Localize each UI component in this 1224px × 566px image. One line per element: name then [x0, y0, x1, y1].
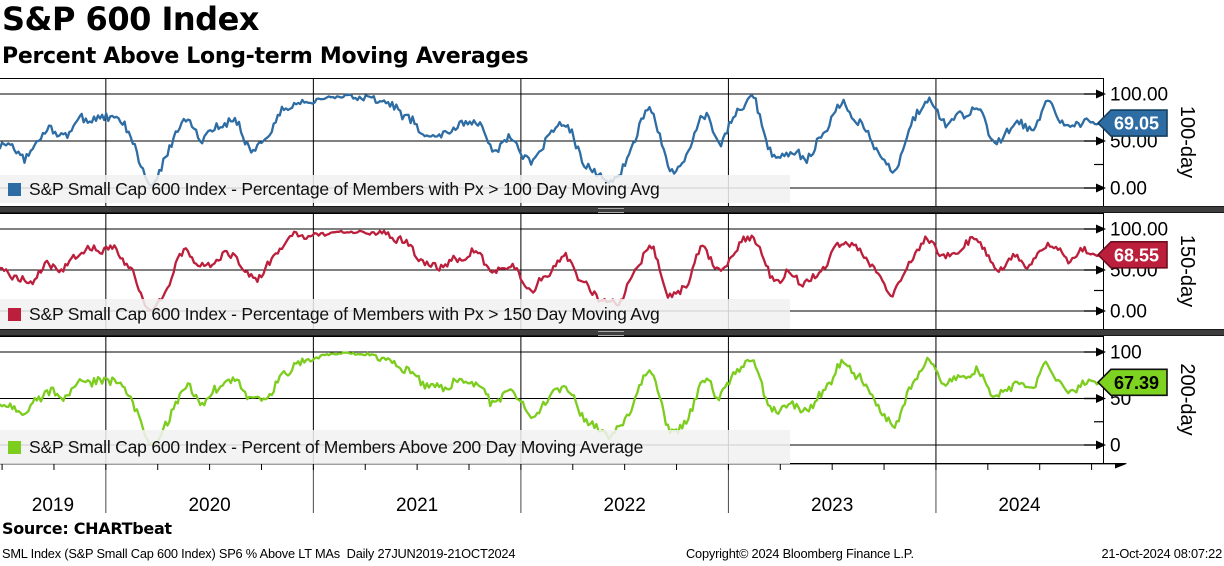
source-label: Source: CHARTbeat [2, 519, 172, 538]
footer-copyright: Copyright© 2024 Bloomberg Finance L.P. [686, 546, 914, 561]
panel-axis-title-100-day: 100-day [1176, 106, 1198, 178]
legend-100-day[interactable]: S&P Small Cap 600 Index - Percentage of … [0, 175, 790, 203]
axis-tick-arrow [1096, 394, 1106, 403]
axis-tick-label: 100 [1110, 343, 1142, 364]
splitter-grip [598, 208, 624, 213]
legend-label: S&P Small Cap 600 Index - Percentage of … [29, 178, 660, 199]
year-label: 2020 [188, 495, 230, 516]
series-line-150-day [0, 229, 1105, 312]
footer-security-info: SML Index (S&P Small Cap 600 Index) SP6 … [2, 546, 516, 561]
axis-tick-label: 0 [1110, 436, 1121, 457]
legend-label: S&P Small Cap 600 Index - Percent of Mem… [29, 436, 644, 457]
legend-200-day[interactable]: S&P Small Cap 600 Index - Percent of Mem… [0, 430, 790, 464]
year-label: 2019 [32, 495, 74, 516]
axis-tick-arrow [1096, 136, 1106, 146]
footer-timestamp: 21-Oct-2024 08:07:22 [1101, 546, 1222, 561]
year-label: 2022 [604, 495, 646, 516]
axis-tick-arrow [1096, 347, 1106, 357]
panel-150-day: 100.00 50.00 0.00 68.55 150-day S&P Small Cap… [0, 213, 1224, 329]
axis-tick-arrow [1096, 440, 1106, 450]
series-line-200-day [0, 351, 1105, 446]
time-axis-plot: 2019 2020 2021 2022 2023 2024 [0, 458, 1127, 516]
page-subtitle: Percent Above Long-term Moving Averages [2, 44, 529, 69]
axis-tick-label: 0.00 [1110, 179, 1147, 200]
axis-tick-arrow [1096, 183, 1106, 193]
last-value-tag-150-day [1096, 240, 1168, 269]
footer: SML Index (S&P Small Cap 600 Index) SP6 … [0, 546, 1224, 564]
panel-splitter-2[interactable] [0, 329, 1224, 336]
last-value-label: 69.05 [1114, 114, 1159, 134]
axis-tick-label: 100.00 [1110, 220, 1168, 241]
year-label: 2023 [811, 495, 853, 516]
axis-tick-label: 0.00 [1110, 302, 1147, 323]
last-value-label: 68.55 [1114, 245, 1159, 265]
panel-axis-title-150-day: 150-day [1176, 235, 1198, 307]
year-label: 2021 [396, 495, 438, 516]
axis-tick-arrow [1096, 89, 1106, 99]
axis-tick-label: 100.00 [1110, 85, 1168, 106]
legend-swatch-100-day [8, 182, 21, 196]
time-axis: 2019 2020 2021 2022 2023 2024 [0, 458, 1224, 521]
last-value-tag-200-day [1096, 368, 1168, 397]
panel-splitter-1[interactable] [0, 206, 1224, 213]
legend-150-day[interactable]: S&P Small Cap 600 Index - Percentage of … [0, 299, 790, 329]
last-value-label: 67.39 [1114, 373, 1159, 393]
last-value-tag-100-day [1096, 109, 1168, 137]
legend-label: S&P Small Cap 600 Index - Percentage of … [29, 303, 660, 324]
legend-swatch-150-day [8, 307, 21, 321]
splitter-grip [598, 331, 624, 336]
series-line-100-day [0, 93, 1105, 187]
axis-tick-arrow [1096, 224, 1106, 234]
legend-swatch-200-day [8, 440, 21, 454]
panel-axis-title-200-day: 200-day [1176, 363, 1198, 435]
axis-tick-arrow [1096, 306, 1106, 316]
page-title: S&P 600 Index [2, 0, 259, 38]
panel-200-day: 100 50 0 67.39 200-day S&P Small Cap 600 Inde… [0, 336, 1224, 464]
panel-100-day: 100.00 50.00 0.00 69.05 100-day S&P Small Cap… [0, 78, 1224, 206]
axis-tick-arrow [1096, 265, 1106, 275]
year-label: 2024 [998, 495, 1041, 516]
